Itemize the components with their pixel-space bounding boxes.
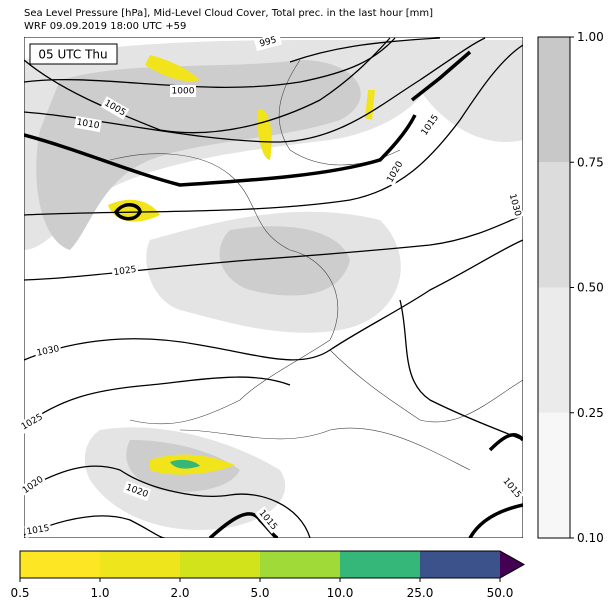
colorbar-tick-label: 0.50 [577, 281, 604, 295]
isobar-label-bg [111, 263, 139, 279]
colorbar-segment [538, 412, 570, 538]
colorbar-tick-label: 1.00 [577, 30, 604, 44]
colorbar-tick-label: 0.75 [577, 155, 604, 169]
isobar-label: 995 [259, 35, 278, 49]
colorbar-tick-label: 25.0 [407, 586, 434, 600]
colorbar-tick-label: 10.0 [327, 586, 354, 600]
isobar-label-bg [74, 115, 102, 133]
title-line: Sea Level Pressure [hPa], Mid-Level Clou… [24, 8, 433, 19]
isobar-label-bg [18, 472, 48, 498]
colorbar-tick-label: 50.0 [487, 586, 514, 600]
map [24, 37, 523, 538]
colorbar-tick-label: 0.25 [577, 406, 604, 420]
colorbar-segment [538, 162, 570, 288]
isobar-label-bg [34, 342, 62, 360]
colorbar-segment [538, 37, 570, 163]
colorbar-segment [180, 551, 260, 578]
colorbar-frame [19, 550, 526, 579]
isobar-label-bg [17, 410, 47, 434]
isobar-label-bg [100, 96, 130, 120]
isobar-label-bg [24, 521, 52, 539]
colorbar-segment [420, 551, 500, 578]
isobar-label-bg [417, 110, 443, 140]
colorbar-tick-label: 0.10 [577, 531, 604, 545]
isobar-label: 1010 [76, 118, 101, 132]
time-box [29, 43, 118, 65]
isobar-label-bg [122, 480, 152, 502]
colorbar-segment [260, 551, 340, 578]
colorbar-tick-label: 1.0 [90, 586, 109, 600]
isobar-label-bg [170, 85, 196, 97]
isobar-label: 1030 [36, 344, 61, 359]
isobar-label-bg [255, 506, 281, 534]
isobar-label-bg [383, 157, 407, 187]
isobar-label: 1025 [113, 265, 137, 278]
colorbar-segment [100, 551, 180, 578]
isobar-label-bg [505, 190, 525, 220]
isobar-label-bg [253, 32, 283, 52]
isobar-label-bg [499, 474, 525, 502]
colorbar-tick-label: 2.0 [170, 586, 189, 600]
isobar-label: 1000 [172, 87, 195, 97]
precip-colorbar: 0.5 1.0 2.0 5.0 10.0 25.0 50.0 [10, 550, 526, 600]
colorbar-extension [500, 551, 524, 578]
cloud-colorbar: 0.10 0.25 0.50 0.75 1.00 [537, 30, 604, 545]
colorbar-segment [538, 287, 570, 413]
isobar-label: 1015 [26, 524, 50, 538]
colorbar-tick-label: 0.5 [10, 586, 29, 600]
subtitle-line: WRF 09.09.2019 18:00 UTC +59 [24, 21, 186, 32]
colorbar-segment [340, 551, 420, 578]
colorbar-segment [20, 551, 100, 578]
time-label: 05 UTC Thu [38, 48, 107, 62]
colorbar-tick-label: 5.0 [250, 586, 269, 600]
